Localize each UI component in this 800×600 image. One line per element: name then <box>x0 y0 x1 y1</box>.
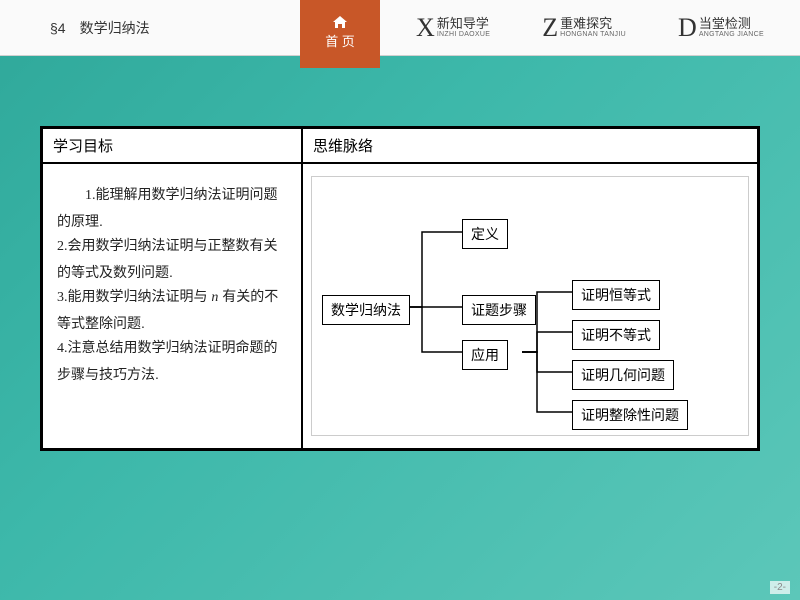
node-yingyong: 应用 <box>462 340 508 370</box>
node-zhengchu: 证明整除性问题 <box>572 400 688 430</box>
node-jihe: 证明几何问题 <box>572 360 674 390</box>
nav-en: INZHI DAOXUE <box>437 31 490 39</box>
nav-en: ANGTANG JIANCE <box>699 31 764 39</box>
nav-en: HONGNAN TANJIU <box>560 31 626 39</box>
section-title: §4 数学归纳法 <box>0 0 300 55</box>
nav-letter: X <box>416 13 435 43</box>
nav-letter: Z <box>542 13 558 43</box>
nav-item-dangtang[interactable]: D 当堂检测 ANGTANG JIANCE <box>678 13 764 43</box>
nav-cn: 重难探究 <box>560 17 626 31</box>
nav-item-zhongnan[interactable]: Z 重难探究 HONGNAN TANJIU <box>542 13 626 43</box>
nav-item-xinzhi[interactable]: X 新知导学 INZHI DAOXUE <box>416 13 490 43</box>
diagram-cell: 数学归纳法 定义 证题步骤 应用 证明恒等式 证明不等式 证明几何问题 证明整除… <box>303 164 757 448</box>
node-root: 数学归纳法 <box>322 295 410 325</box>
content-table: 学习目标 思维脉络 1.能理解用数学归纳法证明问题的原理. 2.会用数学归纳法证… <box>40 126 760 451</box>
left-header: 学习目标 <box>43 129 303 162</box>
objective-2: 2.会用数学归纳法证明与正整数有关的等式及数列问题. <box>57 233 287 284</box>
objective-1: 1.能理解用数学归纳法证明问题的原理. <box>57 182 287 233</box>
right-header: 思维脉络 <box>303 129 383 162</box>
content-header-row: 学习目标 思维脉络 <box>43 129 757 164</box>
objective-4: 4.注意总结用数学归纳法证明命题的步骤与技巧方法. <box>57 335 287 386</box>
home-label: 首 页 <box>325 31 355 50</box>
content-body-row: 1.能理解用数学归纳法证明问题的原理. 2.会用数学归纳法证明与正整数有关的等式… <box>43 164 757 448</box>
top-bar: §4 数学归纳法 首 页 X 新知导学 INZHI DAOXUE Z 重难探究 … <box>0 0 800 56</box>
page-number: -2- <box>770 581 790 594</box>
node-dingyi: 定义 <box>462 219 508 249</box>
node-zhengti: 证题步骤 <box>462 295 536 325</box>
nav-cn: 当堂检测 <box>699 17 764 31</box>
nav-cn: 新知导学 <box>437 17 490 31</box>
home-icon <box>333 16 347 28</box>
nav-letter: D <box>678 13 697 43</box>
objectives-cell: 1.能理解用数学归纳法证明问题的原理. 2.会用数学归纳法证明与正整数有关的等式… <box>43 164 303 448</box>
node-hengdeng: 证明恒等式 <box>572 280 660 310</box>
objective-3: 3.能用数学归纳法证明与 n 有关的不等式整除问题. <box>57 284 287 335</box>
title-text: §4 数学归纳法 <box>50 18 150 38</box>
concept-diagram: 数学归纳法 定义 证题步骤 应用 证明恒等式 证明不等式 证明几何问题 证明整除… <box>311 176 749 436</box>
nav-items: X 新知导学 INZHI DAOXUE Z 重难探究 HONGNAN TANJI… <box>380 0 800 55</box>
node-budeng: 证明不等式 <box>572 320 660 350</box>
home-button[interactable]: 首 页 <box>300 0 380 68</box>
